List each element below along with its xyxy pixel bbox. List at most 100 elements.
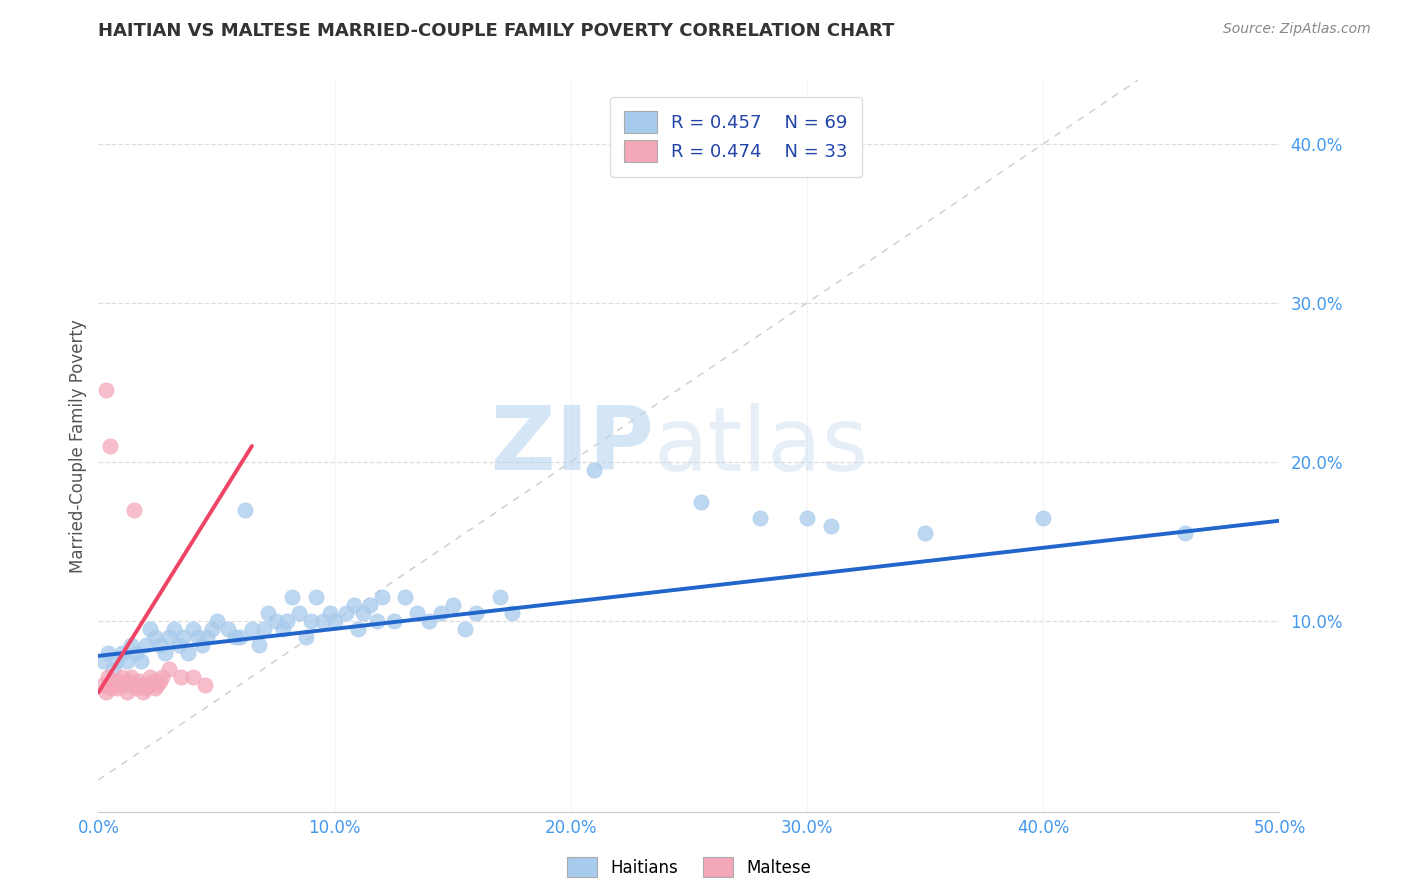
- Point: [271, 622, 294, 636]
- Point: [112, 677, 135, 691]
- Point: [288, 606, 311, 620]
- Point: [111, 669, 134, 683]
- Point: [98, 439, 121, 453]
- Point: [125, 646, 148, 660]
- Point: [94, 384, 117, 398]
- Point: [149, 674, 172, 689]
- Point: [257, 606, 280, 620]
- Point: [191, 638, 214, 652]
- Point: [194, 677, 217, 691]
- Point: [125, 681, 148, 695]
- Point: [501, 606, 523, 620]
- Point: [233, 502, 256, 516]
- Point: [135, 638, 157, 652]
- Point: [453, 622, 475, 636]
- Point: [583, 463, 606, 477]
- Point: [135, 681, 157, 695]
- Point: [305, 590, 328, 604]
- Point: [295, 630, 318, 644]
- Legend: Haitians, Maltese: Haitians, Maltese: [560, 850, 818, 884]
- Point: [217, 622, 239, 636]
- Point: [181, 669, 204, 683]
- Point: [146, 677, 169, 691]
- Point: [247, 638, 270, 652]
- Point: [143, 630, 166, 644]
- Point: [101, 662, 124, 676]
- Point: [253, 622, 276, 636]
- Point: [382, 614, 405, 628]
- Point: [914, 526, 936, 541]
- Point: [195, 630, 218, 644]
- Point: [177, 646, 200, 660]
- Point: [281, 590, 304, 604]
- Point: [97, 646, 120, 660]
- Point: [143, 681, 166, 695]
- Point: [748, 510, 770, 524]
- Point: [796, 510, 818, 524]
- Point: [406, 606, 429, 620]
- Point: [441, 598, 464, 612]
- Point: [111, 646, 134, 660]
- Point: [129, 677, 152, 691]
- Point: [118, 674, 141, 689]
- Point: [205, 614, 228, 628]
- Point: [170, 669, 193, 683]
- Point: [157, 662, 180, 676]
- Point: [347, 622, 370, 636]
- Point: [240, 622, 263, 636]
- Point: [136, 677, 159, 691]
- Point: [157, 630, 180, 644]
- Point: [229, 630, 252, 644]
- Point: [128, 674, 150, 689]
- Point: [820, 518, 842, 533]
- Point: [312, 614, 335, 628]
- Point: [465, 606, 488, 620]
- Point: [352, 606, 374, 620]
- Point: [150, 669, 173, 683]
- Point: [115, 654, 138, 668]
- Text: HAITIAN VS MALTESE MARRIED-COUPLE FAMILY POVERTY CORRELATION CHART: HAITIAN VS MALTESE MARRIED-COUPLE FAMILY…: [98, 22, 894, 40]
- Point: [105, 654, 128, 668]
- Point: [323, 614, 346, 628]
- Point: [121, 669, 143, 683]
- Y-axis label: Married-Couple Family Poverty: Married-Couple Family Poverty: [69, 319, 87, 573]
- Point: [121, 638, 143, 652]
- Point: [142, 674, 165, 689]
- Point: [359, 598, 381, 612]
- Point: [139, 669, 162, 683]
- Point: [91, 654, 114, 668]
- Point: [94, 685, 117, 699]
- Point: [187, 630, 209, 644]
- Point: [129, 654, 152, 668]
- Point: [366, 614, 388, 628]
- Point: [105, 681, 128, 695]
- Point: [335, 606, 357, 620]
- Point: [139, 622, 162, 636]
- Point: [394, 590, 416, 604]
- Point: [98, 681, 121, 695]
- Point: [299, 614, 322, 628]
- Point: [181, 622, 204, 636]
- Point: [689, 494, 711, 508]
- Point: [153, 646, 176, 660]
- Text: atlas: atlas: [654, 402, 869, 490]
- Point: [489, 590, 512, 604]
- Point: [104, 677, 127, 691]
- Point: [91, 677, 114, 691]
- Text: Source: ZipAtlas.com: Source: ZipAtlas.com: [1223, 22, 1371, 37]
- Point: [418, 614, 440, 628]
- Point: [101, 674, 124, 689]
- Point: [122, 677, 145, 691]
- Point: [122, 502, 145, 516]
- Point: [108, 674, 131, 689]
- Point: [172, 630, 194, 644]
- Point: [201, 622, 224, 636]
- Point: [264, 614, 287, 628]
- Point: [319, 606, 342, 620]
- Point: [132, 685, 155, 699]
- Point: [430, 606, 453, 620]
- Point: [276, 614, 298, 628]
- Point: [149, 638, 172, 652]
- Point: [224, 630, 246, 644]
- Point: [1174, 526, 1197, 541]
